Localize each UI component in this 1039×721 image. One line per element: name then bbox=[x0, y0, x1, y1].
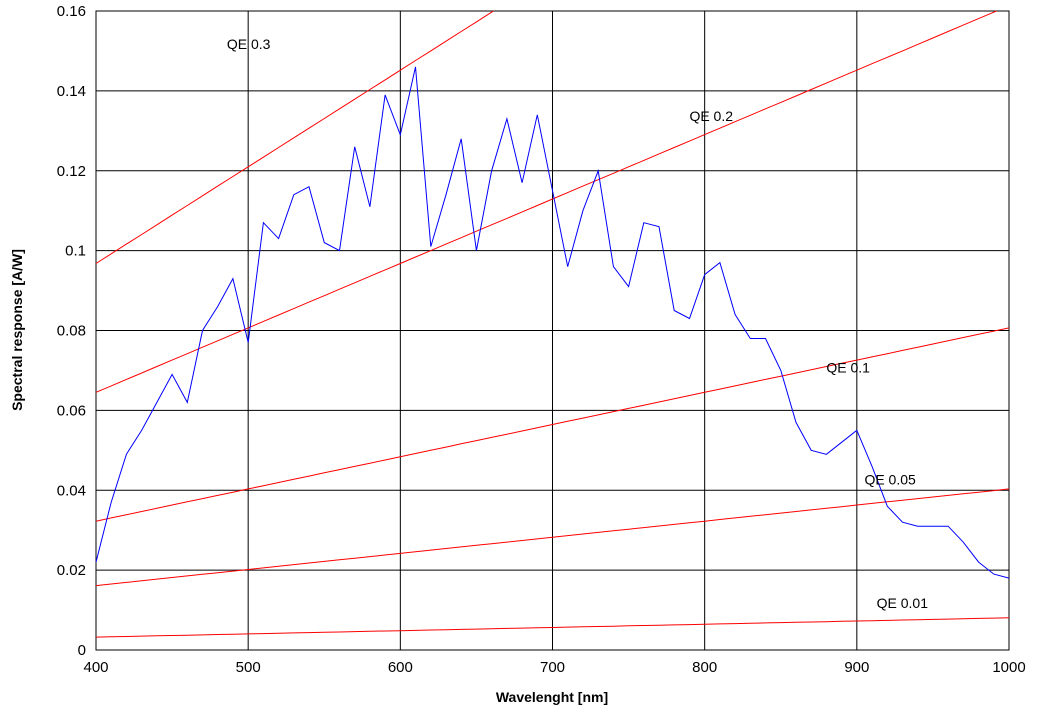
qe-line bbox=[95, 488, 1010, 587]
y-tick-label: 0.14 bbox=[57, 83, 86, 100]
x-axis-title: Wavelenght [nm] bbox=[496, 689, 608, 705]
spectral-response-line bbox=[95, 66, 1010, 579]
qe-label: QE 0.2 bbox=[689, 108, 733, 124]
qe-label: QE 0.01 bbox=[877, 595, 929, 611]
plot-frame bbox=[95, 10, 1010, 651]
grid-lines bbox=[95, 10, 1010, 651]
qe-labels: QE 0.3 QE 0.2 QE 0.1 QE 0.05 QE 0.01 bbox=[227, 36, 928, 611]
qe-line bbox=[95, 617, 1010, 638]
y-tick-label: 0.04 bbox=[57, 482, 86, 499]
y-axis-title: Spectral response [A/W] bbox=[9, 249, 25, 411]
y-tick-label: 0.02 bbox=[57, 562, 86, 579]
x-tick-label: 700 bbox=[540, 659, 565, 676]
x-tick-label: 500 bbox=[236, 659, 261, 676]
y-tick-label: 0.06 bbox=[57, 402, 86, 419]
x-tick-label: 600 bbox=[388, 659, 413, 676]
tick-labels: 0 0.02 0.04 0.06 0.08 0.1 0.12 0.14 0.16 400 500 60… bbox=[57, 3, 1026, 676]
qe-line bbox=[95, 327, 1010, 522]
x-tick-label: 900 bbox=[844, 659, 869, 676]
y-tick-label: 0.1 bbox=[65, 243, 86, 260]
x-tick-label: 800 bbox=[692, 659, 717, 676]
x-tick-label: 1000 bbox=[992, 659, 1025, 676]
x-tick-label: 400 bbox=[83, 659, 108, 676]
qe-label: QE 0.1 bbox=[826, 359, 870, 375]
y-tick-label: 0.12 bbox=[57, 163, 86, 180]
qe-lines bbox=[95, 10, 1010, 638]
response-series bbox=[95, 66, 1010, 579]
y-tick-label: 0.08 bbox=[57, 323, 86, 340]
qe-line bbox=[95, 10, 997, 393]
qe-line bbox=[95, 10, 494, 264]
y-tick-label: 0.16 bbox=[57, 3, 86, 20]
qe-label: QE 0.05 bbox=[864, 471, 916, 487]
y-tick-label: 0 bbox=[78, 642, 86, 659]
qe-label: QE 0.3 bbox=[227, 36, 271, 52]
